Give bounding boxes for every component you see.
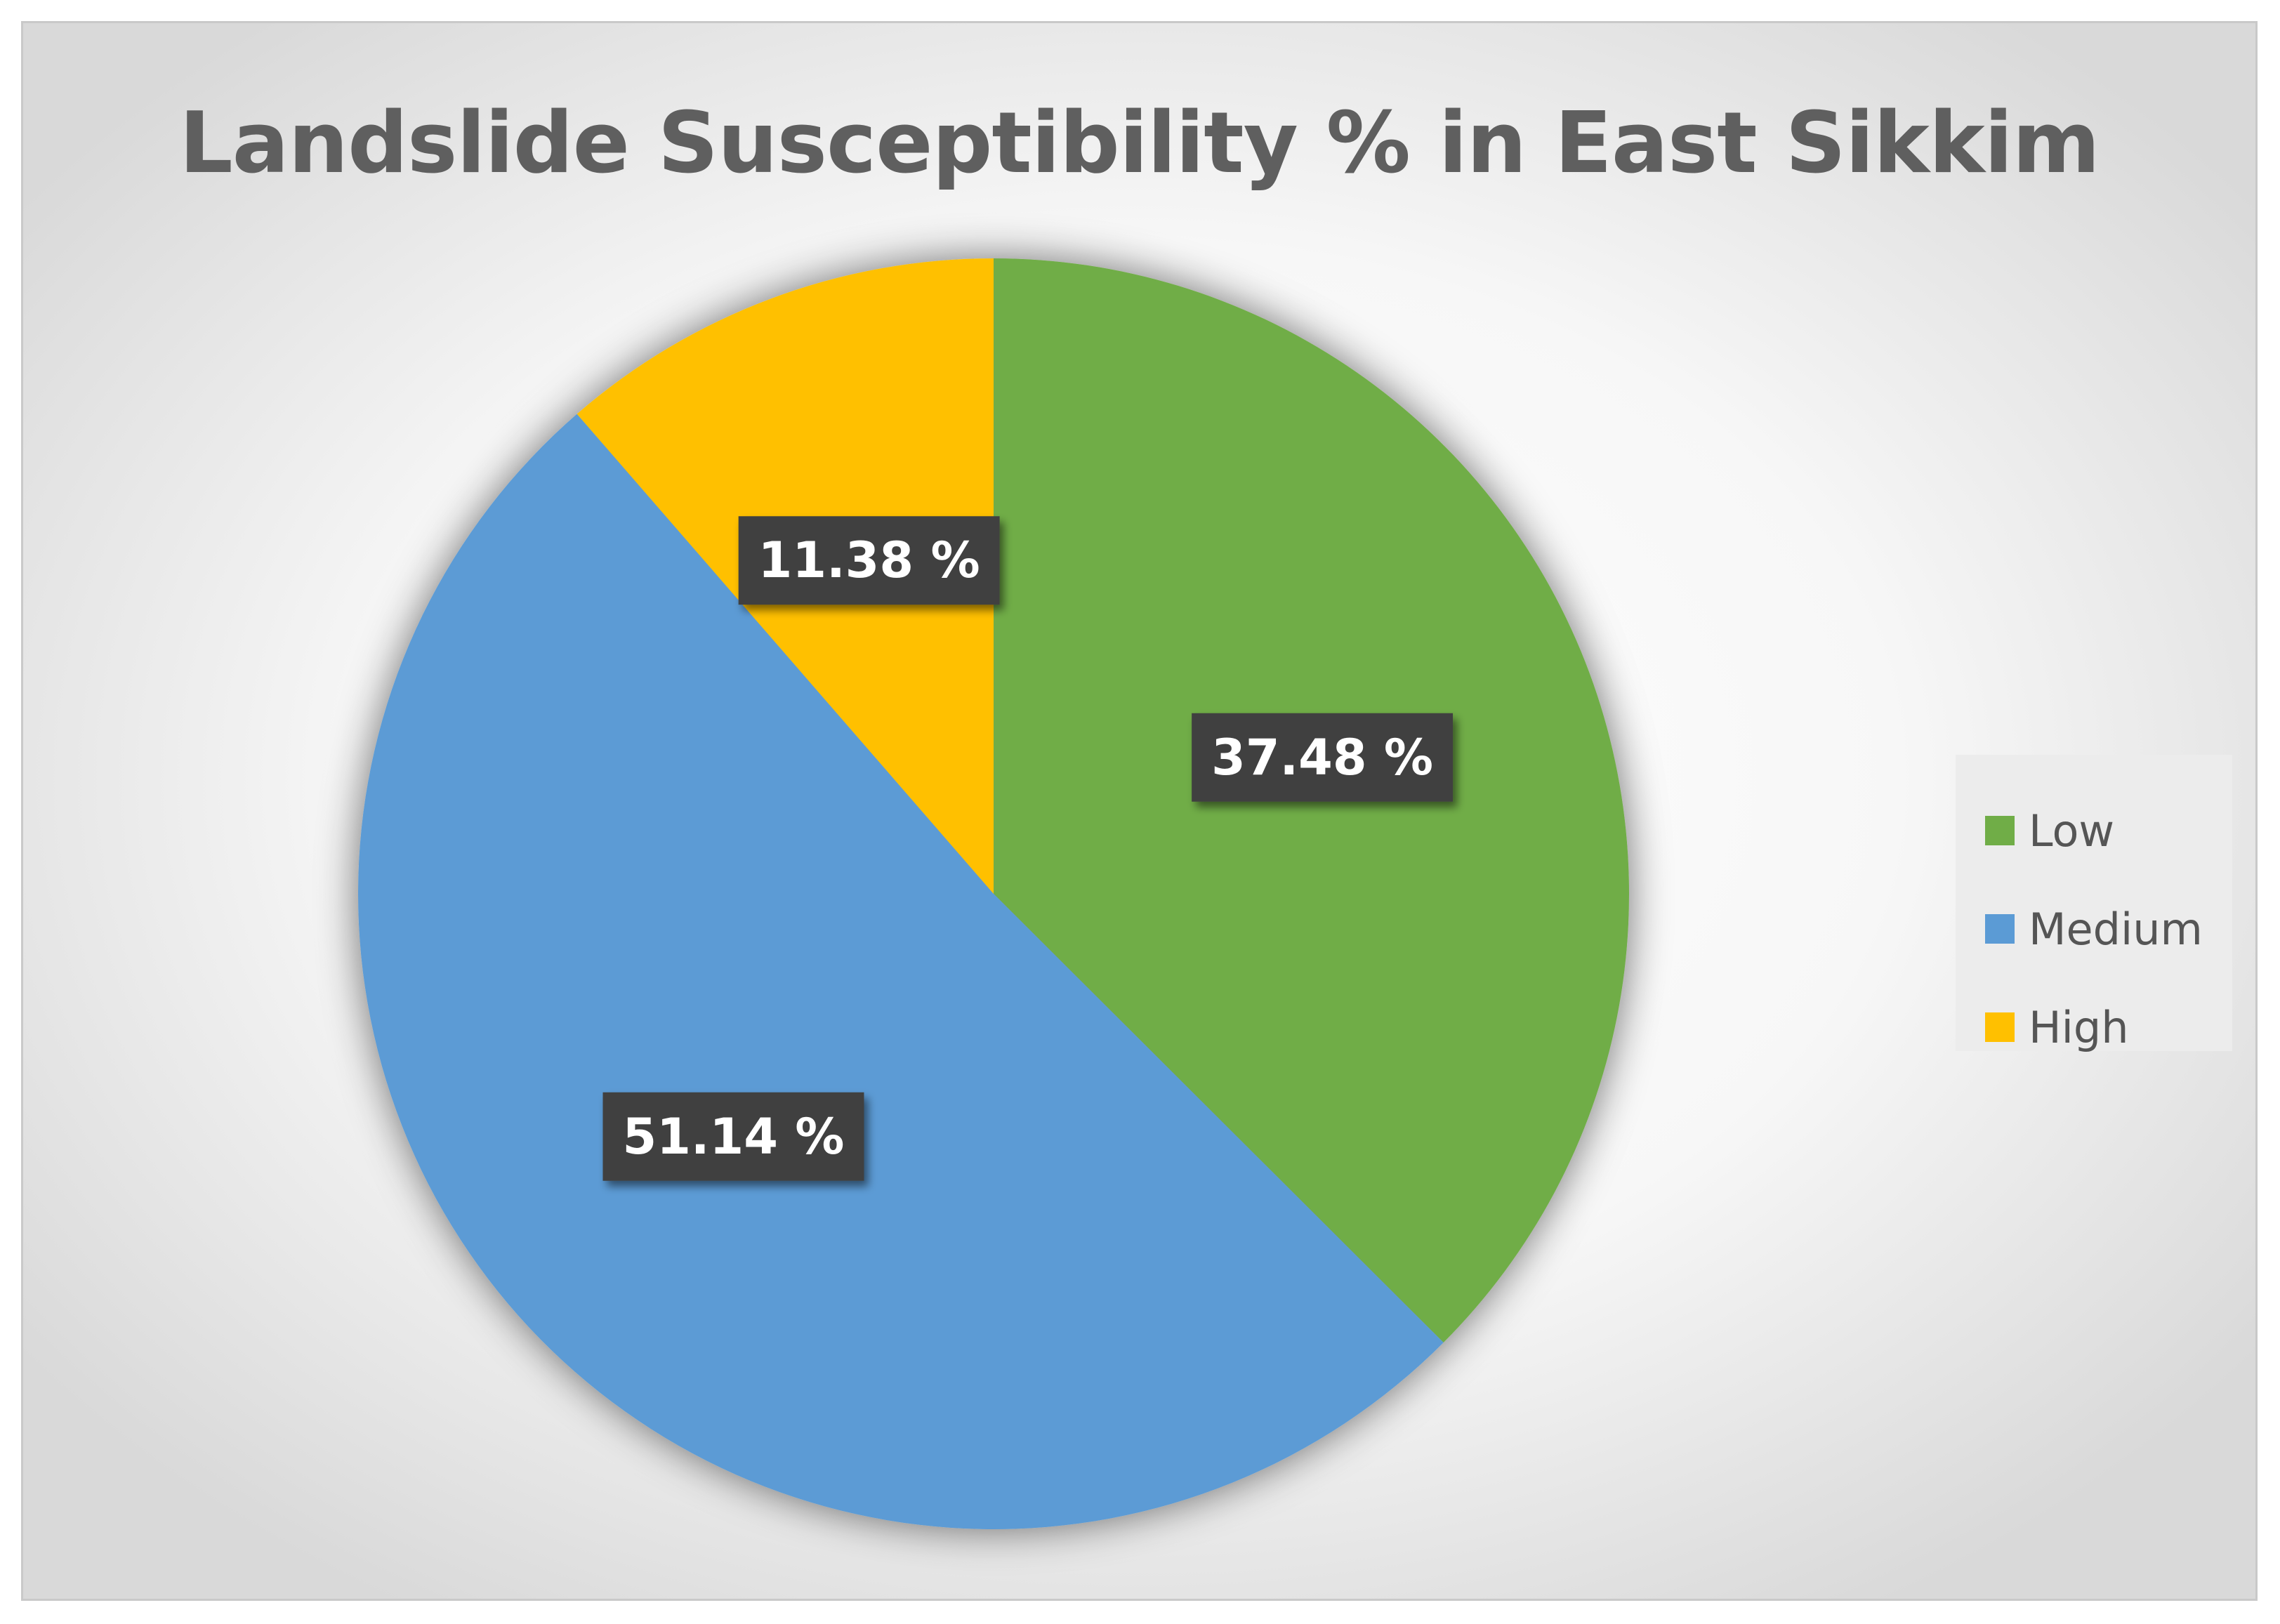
data-label-text-low: 37.48 %: [1211, 729, 1433, 786]
pie-slice-medium: [357, 414, 1444, 1530]
chart-title: Landslide Susceptibility % in East Sikki…: [179, 95, 2100, 192]
legend-item-high: High: [1956, 978, 2232, 1076]
legend-label-medium: Medium: [2029, 903, 2203, 955]
legend-swatch-low: [1985, 816, 2015, 845]
pie-chart: 37.48 % 51.14 % 11.38 %: [357, 258, 1630, 1530]
chart-frame: Landslide Susceptibility % in East Sikki…: [21, 21, 2258, 1601]
legend-item-medium: Medium: [1956, 880, 2232, 978]
data-label-low: 37.48 %: [1192, 713, 1454, 802]
pie-slices: [357, 258, 1630, 1530]
data-label-box-low: [1192, 713, 1454, 802]
data-label-medium: 51.14 %: [602, 1092, 864, 1181]
data-label-box-medium: [602, 1092, 864, 1181]
legend-label-low: Low: [2029, 805, 2115, 857]
legend-swatch-medium: [1985, 914, 2015, 944]
chart-legend: Low Medium High: [1956, 755, 2232, 1053]
data-label-text-high: 11.38 %: [758, 532, 980, 589]
data-label-high: 11.38 %: [738, 516, 1000, 605]
legend-item-low: Low: [1956, 781, 2232, 880]
pie-data-labels: 37.48 % 51.14 % 11.38 %: [602, 516, 1454, 1181]
legend-label-high: High: [2029, 1001, 2129, 1053]
data-label-box-high: [738, 516, 1000, 605]
legend-swatch-high: [1985, 1012, 2015, 1042]
data-label-text-medium: 51.14 %: [623, 1108, 845, 1166]
